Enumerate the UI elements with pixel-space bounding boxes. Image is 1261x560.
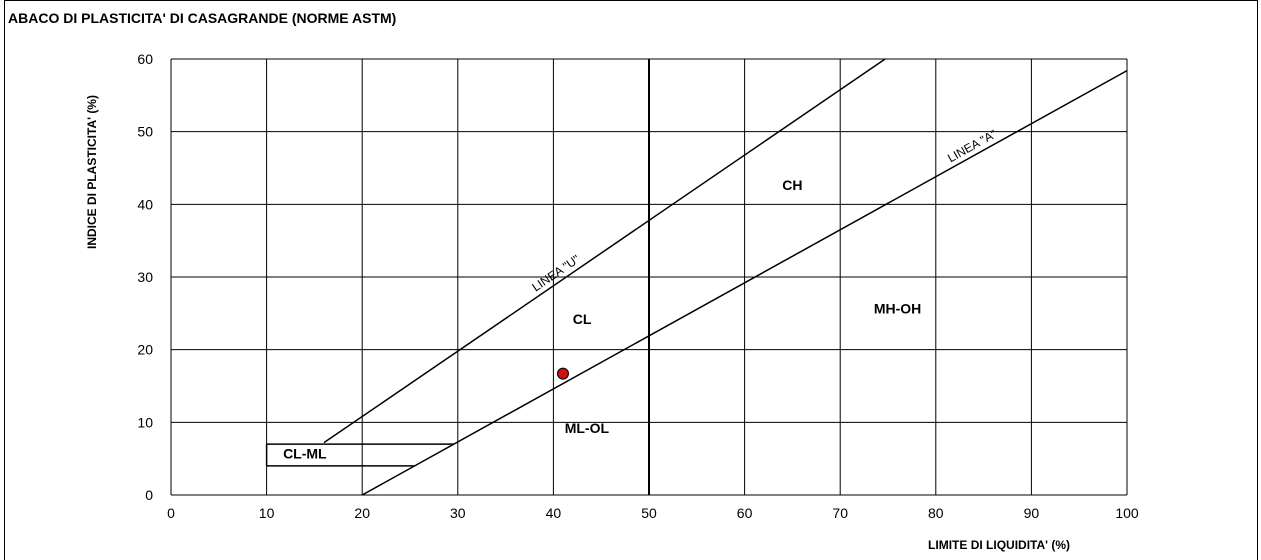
y-tick-label: 50 <box>137 124 153 140</box>
zone-label: MH-OH <box>874 300 921 316</box>
data-points <box>556 367 569 380</box>
chart-title: ABACO DI PLASTICITA' DI CASAGRANDE (NORM… <box>8 10 397 26</box>
x-tick-label: 40 <box>546 505 562 521</box>
zone-label: CL-ML <box>283 446 327 462</box>
y-tick-label: 60 <box>137 51 153 67</box>
y-tick-label: 20 <box>137 342 153 358</box>
y-tick-label: 30 <box>137 269 153 285</box>
data-point <box>556 367 569 380</box>
x-tick-label: 80 <box>928 505 944 521</box>
u-line <box>323 58 886 444</box>
y-tick-label: 0 <box>145 487 153 503</box>
u-line-label: LINEA "U" <box>529 252 582 294</box>
y-axis-label: INDICE DI PLASTICITA' (%) <box>85 95 99 249</box>
zone-labels: CH CL MH-OH ML-OL CL-ML <box>283 177 921 462</box>
tick-labels: 0 10 20 30 40 50 60 70 80 90 100 0 10 20 30 40 50 60 <box>137 51 1138 521</box>
x-tick-label: 10 <box>259 505 275 521</box>
y-tick-label: 40 <box>137 196 153 212</box>
zone-label: ML-OL <box>565 420 610 436</box>
x-tick-label: 50 <box>641 505 657 521</box>
zone-label: CH <box>782 177 802 193</box>
x-tick-label: 100 <box>1115 505 1139 521</box>
x-tick-label: 30 <box>450 505 466 521</box>
x-tick-label: 90 <box>1024 505 1040 521</box>
y-tick-label: 10 <box>137 414 153 430</box>
x-tick-label: 70 <box>832 505 848 521</box>
zone-label: CL <box>573 311 592 327</box>
x-tick-label: 20 <box>354 505 370 521</box>
chart-frame <box>4 0 1258 560</box>
x-tick-label: 60 <box>737 505 753 521</box>
x-axis-label: LIMITE DI LIQUIDITA' (%) <box>928 538 1070 552</box>
a-line <box>361 69 1128 496</box>
x-tick-label: 0 <box>167 505 175 521</box>
